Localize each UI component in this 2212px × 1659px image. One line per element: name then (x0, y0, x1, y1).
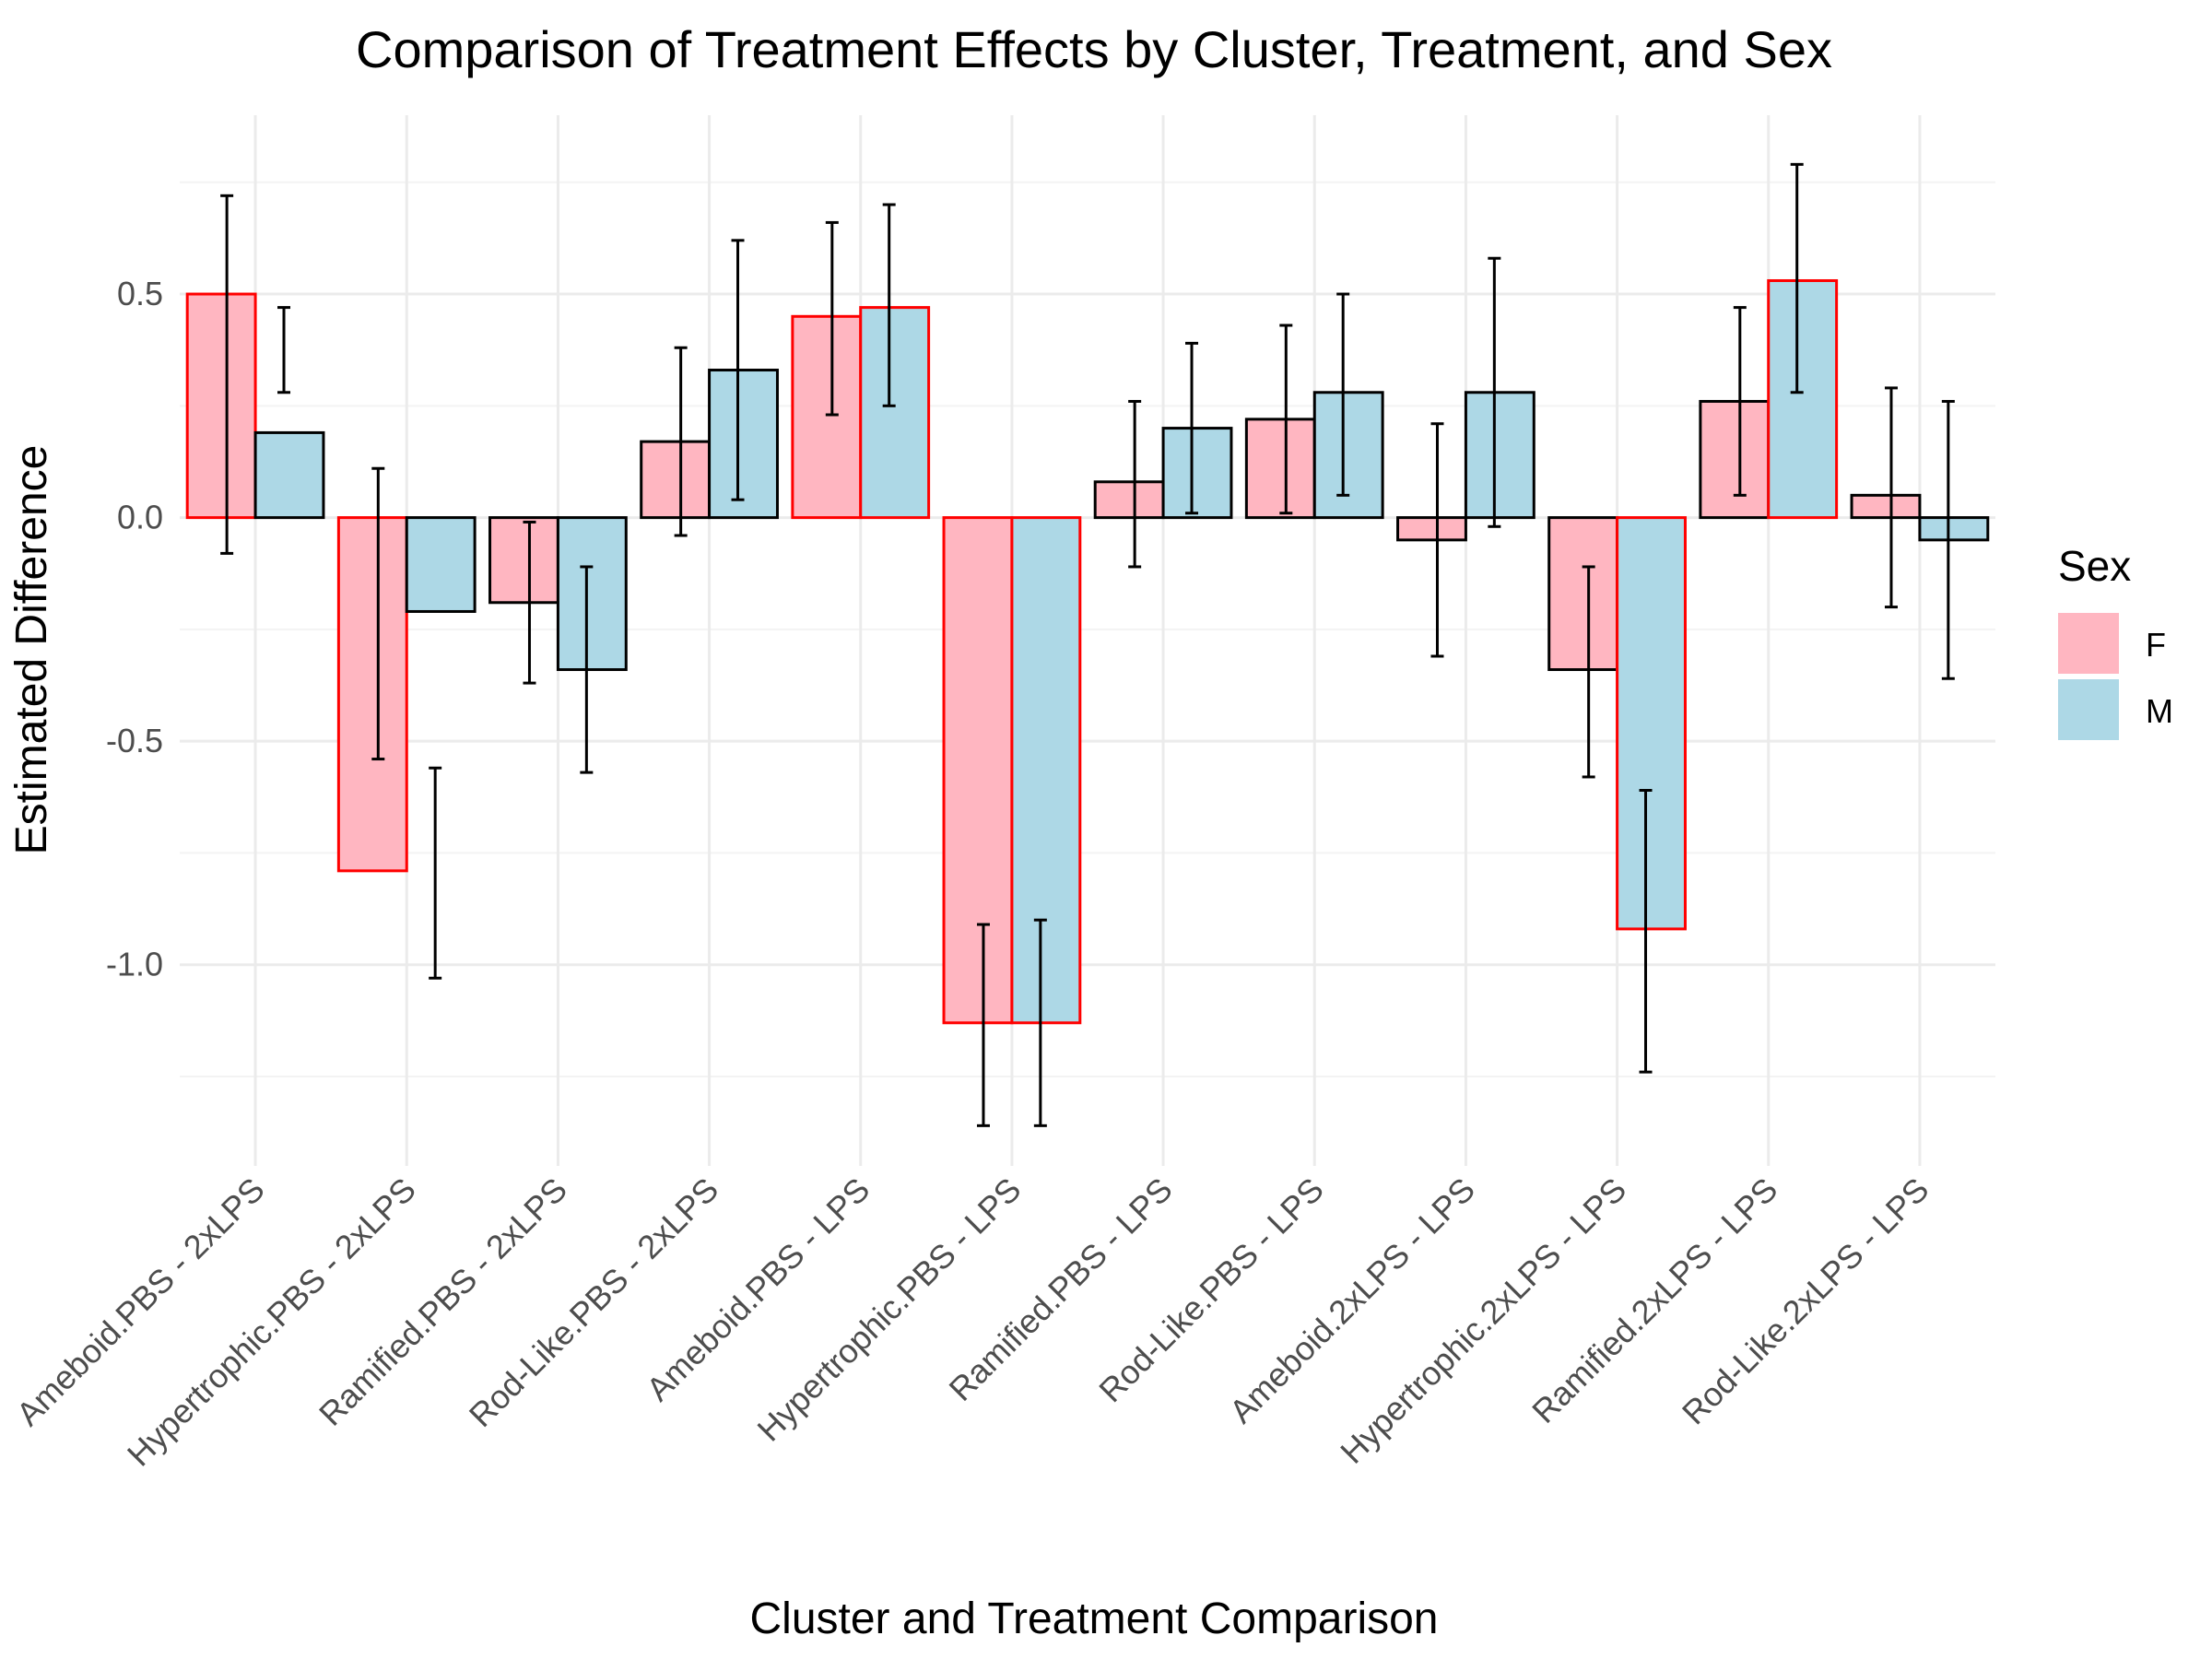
bar-f-3 (641, 441, 710, 517)
x-tick-label: Ameboid.PBS - 2xLPS (9, 1171, 272, 1433)
x-tick-label: Hypertrophic.PBS - LPS (750, 1171, 1029, 1449)
x-tick-label: Rod-Like.2xLPS - LPS (1675, 1171, 1936, 1432)
x-tick-label: Ramified.2xLPS - LPS (1524, 1171, 1784, 1430)
bar-f-7 (1246, 419, 1314, 518)
y-tick-label: 0.5 (117, 275, 163, 312)
bar-m-1 (406, 518, 475, 612)
x-tick-label: Ramified.PBS - 2xLPS (312, 1171, 574, 1433)
bar-f-0 (187, 294, 255, 518)
bar-f-10 (1700, 401, 1769, 517)
bar-m-7 (1314, 393, 1382, 518)
y-tick-label: -1.0 (106, 946, 163, 983)
bar-f-11 (1852, 495, 1920, 517)
bar-m-0 (255, 432, 324, 517)
legend-swatch-m (2058, 679, 2119, 740)
bar-m-5 (1012, 518, 1080, 1023)
x-tick-label: Hypertrophic.2xLPS - LPS (1333, 1171, 1633, 1471)
x-tick-label: Ameboid.2xLPS - LPS (1222, 1171, 1482, 1430)
error-bar-m-1 (429, 768, 441, 978)
bar-m-3 (710, 371, 778, 518)
bar-m-9 (1618, 518, 1686, 929)
chart-title: Comparison of Treatment Effects by Clust… (356, 20, 1832, 78)
bar-m-2 (558, 518, 626, 670)
bar-m-8 (1465, 393, 1534, 518)
bar-m-11 (1920, 518, 1988, 540)
legend-swatch-f (2058, 613, 2119, 674)
x-axis-title: Cluster and Treatment Comparison (750, 1594, 1439, 1643)
y-tick-label: -0.5 (106, 722, 163, 759)
bar-f-6 (1095, 482, 1163, 518)
bar-m-4 (861, 308, 929, 518)
bar-m-6 (1163, 429, 1231, 518)
error-bars (220, 164, 1955, 1125)
bar-f-2 (490, 518, 559, 603)
y-axis-title: Estimated Difference (7, 445, 56, 855)
bar-f-5 (944, 518, 1012, 1023)
error-bar-m-0 (277, 308, 290, 393)
bar-f-9 (1549, 518, 1618, 670)
legend-title: Sex (2058, 542, 2131, 590)
bar-m-10 (1769, 280, 1837, 517)
legend: Sex F M (2058, 542, 2173, 740)
y-axis: 0.5 0.0 -0.5 -1.0 (106, 275, 163, 983)
x-tick-label: Hypertrophic.PBS - 2xLPS (120, 1171, 423, 1474)
bar-f-1 (338, 518, 406, 871)
legend-label-f: F (2146, 626, 2166, 664)
y-tick-label: 0.0 (117, 499, 163, 536)
bars (187, 280, 1988, 1022)
bar-f-4 (793, 316, 861, 517)
legend-label-m: M (2146, 692, 2173, 730)
x-tick-label: Rod-Like.PBS - 2xLPS (462, 1171, 725, 1434)
grid (180, 115, 1995, 1166)
bar-f-8 (1398, 518, 1466, 540)
